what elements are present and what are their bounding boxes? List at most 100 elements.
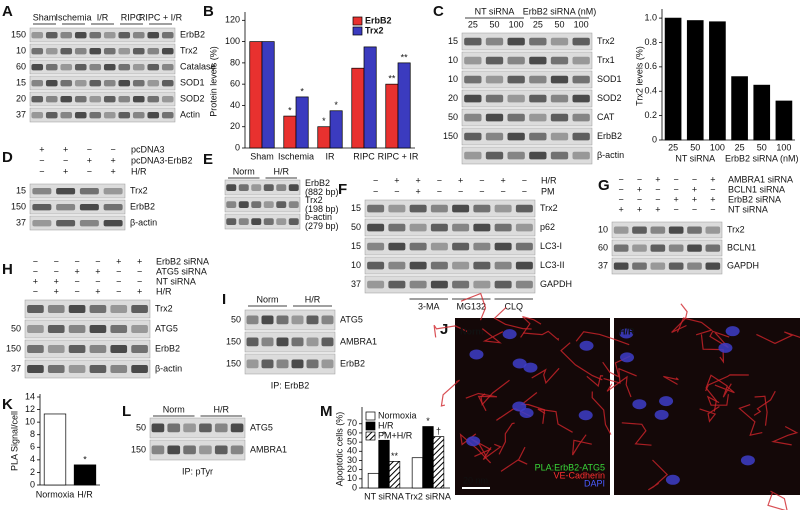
lane-header: 50 (554, 19, 564, 29)
treatment-sign: − (33, 256, 38, 266)
blot-band (230, 423, 244, 433)
blot-band (103, 188, 123, 195)
blot-band (529, 113, 547, 122)
blot-band (74, 112, 87, 119)
blot-band (246, 337, 259, 347)
blot-band (118, 48, 131, 55)
blot-band (147, 32, 160, 39)
blot-band (199, 423, 212, 433)
blot-band (687, 244, 702, 252)
blot-band (452, 204, 470, 213)
treatment-sign: + (692, 194, 697, 204)
blot-band (291, 359, 304, 369)
legend-label: PM+H/R (378, 430, 413, 440)
cell-border (676, 317, 713, 336)
panel-letter: E (203, 151, 213, 168)
blot-strip (29, 91, 176, 107)
x-tick-label: 100 (710, 142, 725, 152)
blot-band (79, 188, 99, 195)
blot-band (473, 242, 491, 251)
blot-band (650, 262, 666, 270)
panel-letter: G (598, 177, 610, 194)
blot-band (572, 94, 590, 103)
cell-border (771, 425, 799, 446)
blot-band (261, 315, 274, 325)
blot-band (613, 244, 629, 252)
blot-band (507, 94, 525, 103)
blot-band (705, 262, 721, 270)
blot-band (572, 75, 590, 84)
bar (422, 426, 434, 489)
nucleus (632, 399, 647, 410)
blot-band (485, 94, 504, 103)
blot-band (473, 280, 491, 289)
blot-band (321, 359, 334, 369)
treatment-sign: − (33, 286, 38, 296)
treatment-sign: − (39, 166, 44, 176)
blot-band (306, 359, 319, 369)
blot-band (572, 113, 590, 122)
bar (43, 413, 67, 486)
blot-strip (29, 107, 176, 123)
blot-band (288, 184, 299, 192)
nucleus (725, 326, 740, 337)
panel-letter: F (338, 181, 347, 198)
blot-strip (611, 257, 723, 275)
blot-band (89, 64, 102, 71)
blot-band (464, 37, 482, 46)
treatment-sign: − (522, 175, 527, 185)
blot-band (246, 359, 259, 369)
cell-border (440, 379, 460, 407)
row-note: (198 bp) (305, 204, 339, 214)
y-tick-label: 100 (225, 36, 240, 46)
cell-border (714, 383, 735, 398)
blot-band (529, 37, 547, 46)
stain-label: VE-Cadherin (553, 470, 605, 480)
blot-band (167, 423, 181, 433)
group-header: NT siRNA (475, 6, 515, 16)
blot-band (214, 445, 228, 455)
blot-band (131, 325, 148, 333)
row-label: ErbB2 (180, 29, 205, 39)
blot-strip (461, 51, 593, 70)
molecular-weight: 10 (351, 260, 361, 270)
blot-band (452, 223, 470, 232)
blot-strip (611, 239, 723, 257)
cell-border (433, 324, 469, 338)
blot-band (473, 204, 491, 213)
blot-band (27, 305, 44, 313)
cell-border (560, 342, 603, 381)
treatment-sign: − (63, 155, 68, 165)
blot-band (515, 280, 533, 289)
y-tick-label: 14 (25, 391, 35, 401)
significance-mark: * (83, 454, 87, 464)
blot-strip (364, 237, 536, 256)
blot-band (132, 112, 145, 119)
blot-band (60, 48, 73, 55)
y-tick-label: 8 (30, 429, 35, 439)
blot-band (89, 32, 102, 39)
blot-band (409, 280, 427, 289)
treatment-sign: − (39, 155, 44, 165)
blot-strip (149, 417, 246, 439)
y-axis-label: PLA Signal/cell (9, 411, 19, 471)
blot-strip (244, 331, 336, 353)
treatment-sign: + (33, 276, 38, 286)
nucleus (578, 410, 593, 421)
blot-strip (29, 215, 126, 231)
blot-band (161, 96, 174, 103)
blot-band (131, 345, 148, 353)
bar (432, 436, 445, 489)
blot-band (650, 244, 666, 252)
bar (664, 17, 682, 141)
molecular-weight: 150 (131, 444, 146, 454)
treatment-sign: − (373, 175, 378, 185)
molecular-weight: 10 (448, 55, 458, 65)
blot-band (529, 94, 547, 103)
cell-border (537, 408, 573, 433)
cell-border (481, 328, 504, 344)
blot-band (103, 48, 116, 55)
treatment-sign: + (500, 175, 505, 185)
nucleus (512, 358, 527, 369)
